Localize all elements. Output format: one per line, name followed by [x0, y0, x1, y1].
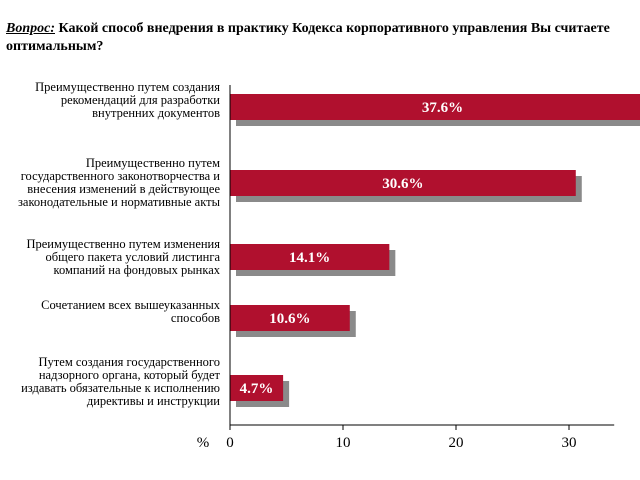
value-labels: 37.6% 30.6% 14.1% 10.6% 4.7%	[240, 100, 463, 397]
question-title: Вопрос: Какой способ внедрения в практик…	[6, 20, 634, 56]
category-label-3: Преимущественно путем изменения общего п…	[26, 236, 220, 277]
value-label-2: 30.6%	[382, 176, 423, 192]
question-prefix: Вопрос:	[6, 21, 55, 36]
x-tick-label: 20	[449, 435, 464, 451]
question-text: Какой способ внедрения в практику Кодекс…	[6, 21, 610, 54]
value-label-5: 4.7%	[240, 381, 274, 397]
category-label-5: Путем создания государственного надзорно…	[21, 354, 220, 408]
axes: 0 10 20 30%	[197, 85, 615, 451]
x-tick-label: 30	[562, 435, 577, 451]
category-label-1: Преимущественно путем создания рекоменда…	[35, 80, 220, 120]
x-tick-label: 0	[226, 435, 234, 451]
category-label-2: Преимущественно путем государственного з…	[17, 156, 220, 209]
x-tick-label: 10	[336, 435, 351, 451]
bars	[230, 94, 640, 401]
value-label-1: 37.6%	[422, 100, 463, 116]
bar-5	[230, 375, 284, 401]
bar-1	[230, 94, 640, 120]
bar-3	[230, 244, 390, 270]
bar-2	[230, 170, 576, 196]
value-label-3: 14.1%	[289, 250, 330, 266]
category-label-4: Сочетанием всех вышеуказанных способов	[41, 297, 220, 325]
x-axis-unit-label: %	[197, 435, 210, 451]
bar-4	[230, 305, 350, 331]
value-label-4: 10.6%	[269, 311, 310, 327]
